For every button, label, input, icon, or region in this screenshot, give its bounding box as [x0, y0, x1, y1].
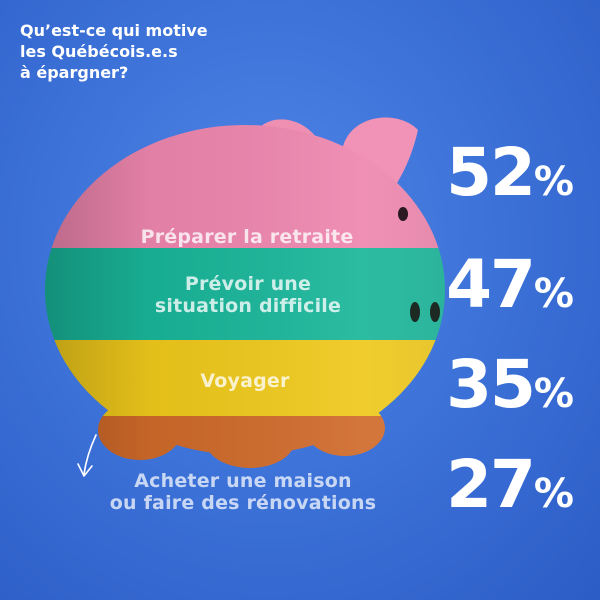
- category-label-line: situation difficile: [154, 295, 342, 317]
- value-number: 35: [446, 346, 536, 423]
- category-label-line: Voyager: [200, 370, 290, 392]
- chart-title: Qu’est-ce qui motive les Québécois.e.s à…: [20, 20, 280, 83]
- category-label-line: Préparer la retraite: [140, 226, 354, 248]
- pig-nostril-left: [410, 302, 420, 322]
- title-line-3: à épargner?: [20, 63, 129, 82]
- value-label-retirement: 52%: [446, 140, 574, 215]
- value-number: 27: [446, 446, 536, 523]
- percent-sign: %: [533, 471, 574, 517]
- category-label-line: Acheter une maison: [134, 470, 352, 492]
- value-label-difficult-situation: 47%: [446, 252, 574, 327]
- value-label-house: 27%: [446, 452, 574, 527]
- category-label-retirement: Préparer la retraite: [122, 226, 372, 248]
- category-label-line: ou faire des rénovations: [109, 492, 377, 514]
- value-label-travel: 35%: [446, 352, 574, 427]
- value-number: 52: [446, 134, 536, 211]
- value-number: 47: [446, 246, 536, 323]
- category-label-travel: Voyager: [150, 370, 340, 392]
- pig-nostril-right: [430, 302, 440, 322]
- percent-sign: %: [533, 271, 574, 317]
- category-label-house: Acheter une maison ou faire des rénovati…: [88, 470, 398, 514]
- percent-sign: %: [533, 371, 574, 417]
- title-line-2: les Québécois.e.s: [20, 42, 178, 61]
- category-label-line: Prévoir une: [184, 273, 312, 295]
- arrow-icon: [83, 434, 97, 475]
- category-label-difficult-situation: Prévoir une situation difficile: [128, 273, 368, 317]
- pig-ear-right: [342, 117, 418, 205]
- title-line-1: Qu’est-ce qui motive: [20, 21, 208, 40]
- pig-eye: [398, 207, 408, 221]
- percent-sign: %: [533, 159, 574, 205]
